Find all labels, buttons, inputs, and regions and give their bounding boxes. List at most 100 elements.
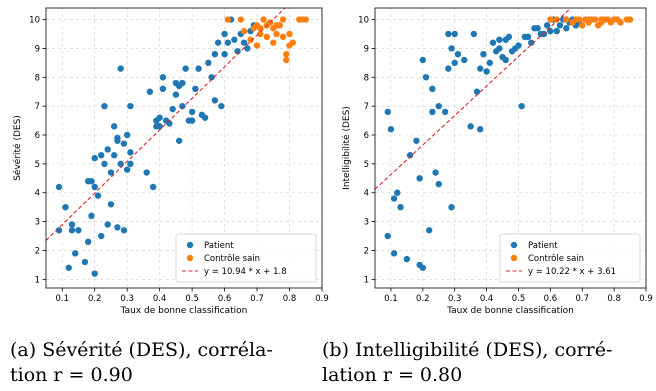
legend-marker — [510, 241, 518, 249]
point-patient — [390, 250, 398, 257]
legend-fit-label: y = 10.22 * x + 3.61 — [528, 267, 616, 277]
point-patient — [159, 74, 167, 81]
point-patient — [104, 221, 111, 228]
x-tick-label: 0.2 — [88, 294, 102, 304]
point-controle — [575, 16, 583, 23]
point-patient — [101, 102, 108, 110]
point-patient — [149, 183, 157, 191]
legend-marker — [186, 241, 194, 249]
point-patient — [244, 45, 251, 52]
x-tick-label: 0.1 — [384, 294, 398, 304]
point-patient — [540, 30, 548, 38]
point-patient — [107, 169, 115, 176]
point-patient — [435, 102, 442, 110]
point-patient — [55, 183, 63, 191]
legend-marker — [186, 254, 194, 262]
axes-frame — [374, 7, 647, 289]
x-tick-label: 0.1 — [55, 294, 69, 304]
point-patient — [110, 123, 118, 130]
y-tick-label: 5 — [35, 160, 40, 170]
point-patient — [221, 30, 228, 38]
point-patient — [528, 39, 535, 46]
point-controle — [257, 30, 264, 38]
y-tick-label: 2 — [364, 246, 369, 256]
point-patient — [205, 59, 212, 67]
point-patient — [553, 27, 560, 35]
point-patient — [88, 177, 95, 185]
point-patient — [159, 85, 167, 93]
x-tick-label: 0.8 — [607, 294, 621, 304]
y-tick-label: 10 — [29, 16, 40, 26]
point-patient — [156, 114, 163, 121]
point-controle — [279, 16, 287, 23]
y-tick-label: 8 — [35, 73, 40, 83]
x-tick-label: 0.2 — [416, 294, 430, 304]
point-patient — [496, 36, 503, 43]
point-patient — [556, 22, 564, 29]
x-tick-label: 0.6 — [218, 294, 232, 304]
x-tick-label: 0.5 — [185, 294, 199, 304]
point-controle — [289, 39, 296, 46]
point-controle — [626, 16, 634, 23]
point-controle — [263, 33, 270, 41]
caption-a-line2: tion r = 0.90 — [10, 364, 133, 386]
point-patient — [416, 175, 423, 182]
point-patient — [123, 131, 131, 139]
point-patient — [496, 45, 503, 52]
point-patient — [231, 36, 238, 43]
point-patient — [429, 108, 436, 116]
point-patient — [445, 65, 452, 72]
point-patient — [413, 137, 420, 144]
point-patient — [91, 154, 98, 162]
y-tick-label: 3 — [35, 218, 40, 228]
point-patient — [91, 183, 98, 191]
legend-label: Patient — [528, 241, 558, 251]
point-patient — [467, 123, 474, 130]
point-patient — [403, 255, 411, 263]
point-patient — [451, 59, 458, 67]
y-tick-label: 3 — [364, 218, 369, 228]
y-tick-label: 7 — [35, 102, 40, 112]
point-patient — [483, 68, 490, 75]
point-patient — [81, 258, 89, 266]
x-tick-label: 0.6 — [544, 294, 558, 304]
point-patient — [127, 149, 134, 156]
point-patient — [451, 30, 458, 38]
point-patient — [406, 152, 414, 159]
point-patient — [114, 134, 121, 142]
point-controle — [273, 30, 280, 38]
point-patient — [104, 146, 111, 153]
point-patient — [563, 25, 570, 32]
caption-b-line1: (b) Intelligibilité (DES), corré- — [322, 339, 613, 361]
y-tick-label: 6 — [35, 131, 40, 141]
point-patient — [85, 238, 92, 246]
point-patient — [188, 108, 196, 116]
point-patient — [505, 33, 513, 41]
point-patient — [515, 42, 522, 49]
point-patient — [480, 50, 487, 58]
point-patient — [461, 56, 468, 64]
point-controle — [283, 50, 290, 58]
legend-box — [175, 233, 317, 283]
point-patient — [221, 50, 228, 58]
y-tick-label: 8 — [364, 73, 369, 83]
point-controle — [547, 16, 554, 23]
point-patient — [441, 108, 449, 116]
legend-marker — [510, 254, 518, 262]
point-patient — [156, 123, 163, 130]
point-controle — [224, 16, 232, 23]
point-controle — [270, 39, 277, 46]
point-patient — [68, 221, 76, 228]
point-patient — [486, 59, 493, 67]
fit-line — [46, 8, 286, 241]
point-patient — [120, 227, 128, 234]
point-patient — [117, 65, 124, 72]
point-patient — [429, 85, 436, 93]
point-patient — [120, 140, 128, 147]
x-tick-label: 0.4 — [153, 294, 167, 304]
point-patient — [117, 160, 124, 168]
point-patient — [169, 105, 176, 113]
point-patient — [211, 97, 219, 104]
chart-panel-intelligibilite: 0.1 0.2 0.3 0.4 0.5 0.6 0.7 0.8 0.9 1 2 3 4 5 6 7 8 9 10 Ta… — [341, 7, 653, 316]
point-patient — [543, 22, 551, 29]
